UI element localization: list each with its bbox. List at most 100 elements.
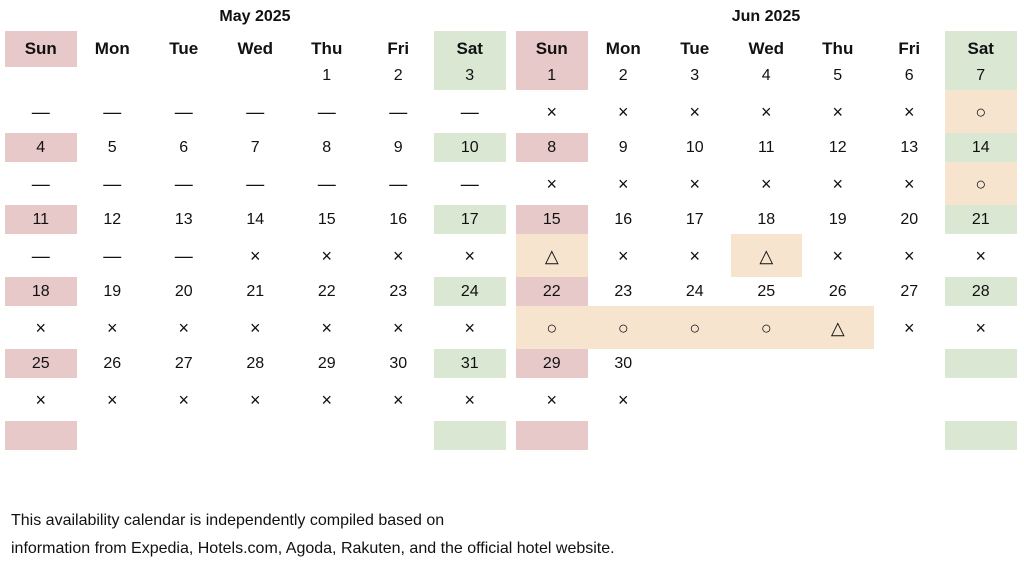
availability-mark: × — [178, 389, 189, 410]
date-cell: 12 — [103, 210, 122, 228]
date-cell: 17 — [434, 205, 506, 234]
date-cell: 24 — [434, 277, 506, 306]
availability-mark: × — [689, 101, 700, 122]
availability-mark: × — [106, 317, 118, 338]
date-cell: 19 — [828, 210, 847, 228]
availability-mark: △ — [730, 234, 802, 277]
availability-mark: — — [389, 101, 408, 122]
date-cell — [220, 61, 292, 90]
date-cell: 26 — [103, 354, 122, 372]
date-cell — [802, 349, 874, 378]
date-cell: 7 — [945, 61, 1017, 90]
date-cell: 29 — [516, 349, 588, 378]
availability-mark: × — [249, 245, 261, 266]
date-cell: 13 — [900, 138, 919, 156]
availability-mark: × — [903, 101, 915, 122]
date-cell: 20 — [174, 282, 193, 300]
date-cell: 1 — [322, 66, 332, 84]
date-cell: 4 — [5, 133, 77, 162]
date-cell: 13 — [174, 210, 193, 228]
availability-mark: — — [174, 173, 193, 194]
month-title: Jun 2025 — [731, 8, 801, 25]
date-cell: 25 — [5, 349, 77, 378]
availability-mark: — — [246, 173, 265, 194]
date-cell: 26 — [828, 282, 847, 300]
availability-mark: — — [317, 173, 336, 194]
availability-mark: ○ — [659, 306, 731, 349]
availability-mark: × — [321, 245, 332, 266]
availability-mark: — — [31, 245, 50, 266]
date-cell: 28 — [246, 354, 265, 372]
availability-mark: × — [178, 317, 189, 338]
weekday-header-sun: Sun — [5, 31, 77, 67]
date-cell: 4 — [761, 66, 771, 84]
availability-mark: × — [617, 245, 629, 266]
availability-mark: × — [903, 173, 915, 194]
weekday-header-thu: Thu — [822, 39, 854, 58]
date-cell: 17 — [685, 210, 704, 228]
availability-mark: × — [617, 173, 629, 194]
date-cell: 2 — [393, 66, 403, 84]
availability-mark: × — [617, 389, 629, 410]
sunday-trailing-block — [516, 421, 588, 450]
date-cell — [945, 349, 1017, 378]
saturday-trailing-block — [945, 421, 1017, 450]
date-cell: 8 — [322, 138, 332, 156]
date-cell: 29 — [317, 354, 336, 372]
date-cell: 9 — [393, 138, 403, 156]
weekday-header-mon: Mon — [605, 39, 641, 58]
weekday-header-thu: Thu — [311, 39, 343, 58]
footnote-line-1: This availability calendar is independen… — [11, 512, 445, 529]
date-cell: 14 — [246, 210, 265, 228]
date-cell: 14 — [945, 133, 1017, 162]
date-cell: 15 — [516, 205, 588, 234]
date-cell: 11 — [757, 138, 775, 156]
availability-mark: — — [174, 245, 193, 266]
availability-mark: △ — [802, 306, 874, 349]
date-cell: 30 — [389, 354, 408, 372]
date-cell: 12 — [828, 138, 847, 156]
date-cell: 5 — [833, 66, 843, 84]
weekday-header-mon: Mon — [94, 39, 130, 58]
availability-mark: × — [832, 245, 843, 266]
date-cell: 19 — [103, 282, 122, 300]
availability-mark: — — [103, 101, 122, 122]
availability-mark — [731, 378, 803, 421]
availability-mark: × — [464, 317, 475, 338]
date-cell: 5 — [107, 138, 117, 156]
availability-mark: × — [392, 317, 404, 338]
availability-mark: — — [31, 101, 50, 122]
date-cell: 15 — [317, 210, 336, 228]
availability-mark: × — [249, 389, 261, 410]
weekday-header-wed: Wed — [748, 39, 785, 58]
availability-mark: ○ — [945, 162, 1017, 205]
date-cell: 10 — [685, 138, 704, 156]
date-cell: 23 — [614, 282, 633, 300]
date-cell: 3 — [690, 66, 700, 84]
availability-mark: × — [546, 101, 557, 122]
availability-mark: ○ — [587, 306, 659, 349]
date-cell: 18 — [757, 210, 776, 228]
date-cell: 21 — [246, 282, 265, 300]
availability-mark: △ — [516, 234, 588, 277]
availability-mark: × — [249, 317, 261, 338]
availability-mark: × — [689, 173, 700, 194]
date-cell: 6 — [904, 66, 914, 84]
availability-mark: — — [246, 101, 265, 122]
availability-mark: ○ — [945, 90, 1017, 133]
date-cell: 16 — [389, 210, 408, 228]
date-cell: 20 — [900, 210, 919, 228]
availability-mark: — — [103, 245, 122, 266]
date-cell: 24 — [685, 282, 704, 300]
date-cell: 3 — [434, 61, 506, 90]
date-cell: 21 — [945, 205, 1017, 234]
availability-mark: × — [35, 389, 46, 410]
date-cell — [874, 349, 946, 378]
availability-mark: — — [174, 101, 193, 122]
availability-mark: ○ — [516, 306, 588, 349]
availability-mark: × — [464, 245, 475, 266]
date-cell: 25 — [757, 282, 776, 300]
date-cell: 9 — [618, 138, 628, 156]
availability-mark: × — [392, 389, 404, 410]
availability-mark: × — [546, 173, 557, 194]
